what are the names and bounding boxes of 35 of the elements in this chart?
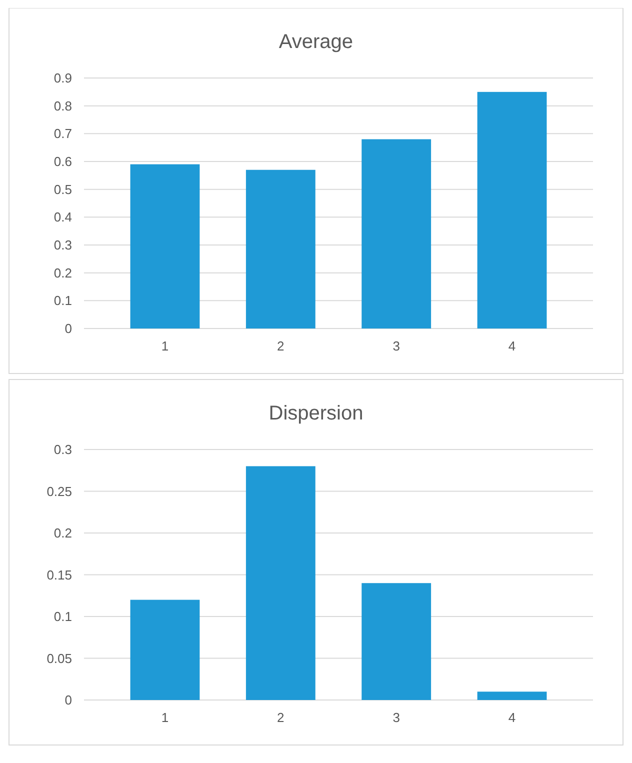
y-tick-label: 0.7 bbox=[54, 126, 72, 142]
x-tick-label: 4 bbox=[508, 338, 516, 354]
bar bbox=[246, 170, 316, 328]
x-tick-label: 2 bbox=[277, 338, 284, 354]
chart-title: Dispersion bbox=[268, 402, 364, 424]
bar bbox=[130, 164, 200, 328]
y-tick-label: 0.15 bbox=[46, 567, 72, 582]
x-tick-label: 4 bbox=[508, 710, 516, 725]
bar bbox=[362, 583, 432, 700]
bar bbox=[130, 600, 200, 700]
y-tick-label: 0.9 bbox=[54, 70, 72, 86]
bar bbox=[362, 139, 432, 328]
x-tick-label: 1 bbox=[161, 338, 169, 354]
y-tick-label: 0 bbox=[64, 692, 72, 708]
bar bbox=[477, 92, 547, 328]
y-tick-label: 0.3 bbox=[54, 442, 72, 458]
y-tick-label: 0.2 bbox=[54, 265, 72, 280]
chart-title: Average bbox=[278, 31, 354, 53]
y-tick-label: 0.1 bbox=[54, 609, 72, 624]
y-tick-label: 0.8 bbox=[54, 98, 72, 114]
x-tick-label: 3 bbox=[392, 338, 400, 354]
x-tick-label: 3 bbox=[392, 710, 400, 725]
x-tick-label: 2 bbox=[277, 710, 284, 725]
bar bbox=[246, 466, 316, 700]
x-tick-label: 1 bbox=[161, 710, 169, 725]
y-tick-label: 0.25 bbox=[46, 484, 72, 499]
y-tick-label: 0.5 bbox=[54, 182, 72, 197]
y-tick-label: 0.4 bbox=[54, 210, 72, 225]
y-tick-label: 0 bbox=[64, 321, 72, 336]
bar bbox=[477, 692, 547, 700]
y-tick-label: 0.3 bbox=[54, 238, 72, 253]
y-tick-label: 0.6 bbox=[54, 154, 72, 170]
y-tick-label: 0.2 bbox=[54, 526, 72, 541]
y-tick-label: 0.05 bbox=[46, 650, 72, 666]
y-tick-label: 0.1 bbox=[54, 293, 72, 308]
